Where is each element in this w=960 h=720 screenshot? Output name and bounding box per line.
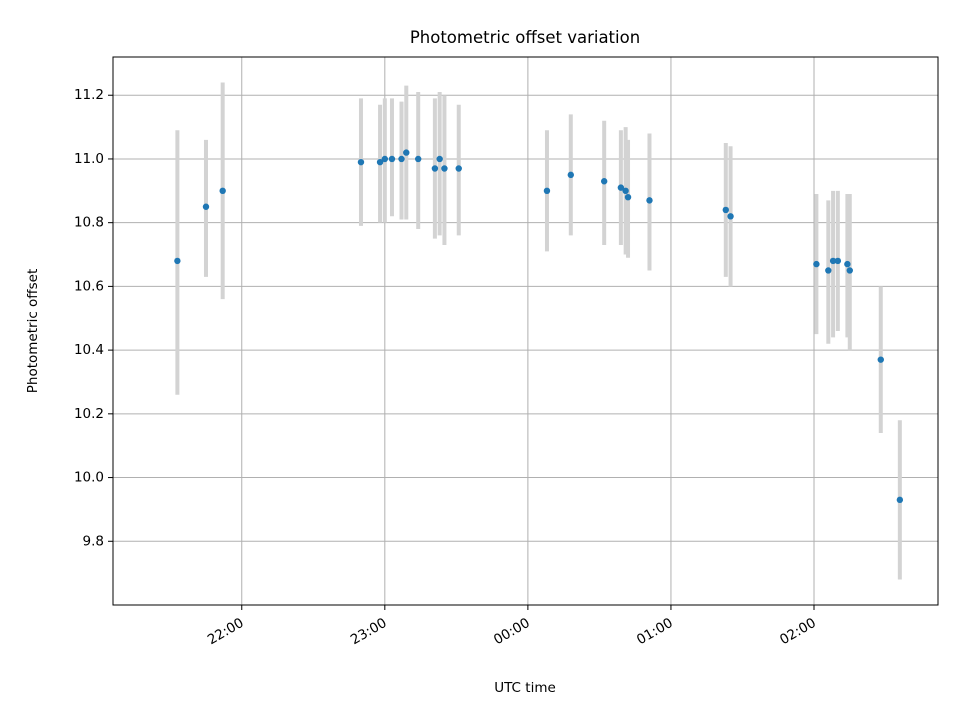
data-point — [617, 184, 625, 191]
data-point — [877, 356, 884, 363]
data-point — [381, 155, 389, 163]
data-point — [441, 165, 448, 172]
data-point — [646, 197, 653, 204]
data-point — [403, 149, 410, 156]
data-point — [727, 213, 734, 220]
data-point — [376, 158, 384, 166]
data-point — [825, 267, 832, 274]
data-point — [455, 165, 462, 172]
grid — [113, 57, 938, 605]
data-point — [844, 260, 851, 268]
data-point — [431, 165, 439, 172]
y-tick-label: 9.8 — [83, 533, 104, 549]
data-point — [600, 178, 608, 185]
data-point — [436, 155, 443, 163]
data-point — [202, 203, 210, 210]
y-tick-label: 10.6 — [74, 278, 104, 294]
y-tick-label: 11.0 — [74, 151, 104, 167]
data-point — [829, 257, 837, 265]
y-tick-label: 10.2 — [74, 406, 104, 422]
data-point — [388, 155, 396, 163]
y-tick-label: 10.4 — [74, 342, 104, 358]
data-point — [813, 260, 820, 268]
data-point — [174, 257, 181, 265]
data-point — [622, 187, 629, 195]
data-point — [398, 155, 405, 163]
data-point — [624, 193, 632, 201]
data-point — [846, 267, 853, 274]
plot-frame — [112, 56, 939, 606]
y-tick-label: 11.2 — [74, 87, 104, 103]
y-axis-label: Photometric offset — [25, 269, 41, 393]
data-point — [543, 187, 551, 195]
y-tick-label: 10.0 — [74, 470, 104, 486]
data-point — [722, 206, 729, 214]
data-point — [834, 257, 842, 265]
chart-title: Photometric offset variation — [410, 28, 640, 47]
y-tick-label: 10.8 — [74, 215, 104, 231]
data-point — [357, 158, 365, 166]
data-points — [174, 149, 904, 504]
x-axis-label: UTC time — [494, 680, 556, 696]
data-point — [415, 155, 422, 163]
data-point — [567, 171, 575, 179]
data-point — [896, 496, 904, 504]
data-point — [219, 187, 226, 195]
y-axis-ticks: 9.8 10.0 10.2 10.4 10.6 10.8 11.0 11.2 — [74, 87, 113, 549]
